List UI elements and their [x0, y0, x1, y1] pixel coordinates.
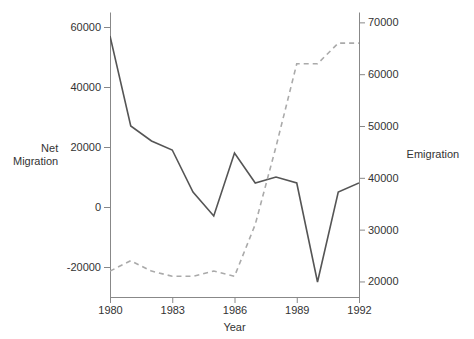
y2-axis-tick-mark — [359, 178, 365, 179]
x-axis-tick-mark — [110, 297, 111, 303]
y-axis-tick-mark — [104, 27, 110, 28]
x-axis-tick-mark — [297, 297, 298, 303]
y-axis-title-line: Migration — [13, 155, 58, 167]
plot: 1980 1983 1986 1989 1992 -20000 0 20000 40000 600… — [13, 13, 459, 334]
y2-axis-tick-mark — [359, 230, 365, 231]
y-axis-title-line: Net — [41, 142, 58, 154]
y2-axis-line — [359, 13, 360, 298]
x-axis-tick: 1992 — [347, 297, 371, 316]
y2-axis-tick-label: 60000 — [368, 68, 399, 80]
y-axis-tick: -20000 — [67, 261, 110, 273]
y-axis-tick-mark — [104, 147, 110, 148]
y2-axis-tick-label: 20000 — [368, 275, 399, 287]
x-axis-tick-mark — [359, 297, 360, 303]
y-axis-tick-label: 0 — [95, 201, 101, 213]
y2-axis-tick-mark — [359, 22, 365, 23]
y-axis-tick: 60000 — [70, 21, 110, 33]
y2-axis-tick: 60000 — [359, 68, 399, 80]
series-line — [110, 43, 359, 276]
y-axis: -20000 0 20000 40000 60000 — [67, 13, 111, 298]
y-axis-tick-mark — [104, 207, 110, 208]
y2-axis-tick: 40000 — [359, 172, 399, 184]
y-axis-title: NetMigration — [13, 142, 58, 167]
x-axis-tick-label: 1983 — [161, 304, 185, 316]
x-axis-tick-mark — [172, 297, 173, 303]
y2-axis-title: Emigration — [407, 148, 460, 160]
y-axis-line — [110, 13, 111, 298]
x-axis-tick-mark — [235, 297, 236, 303]
x-axis-tick-label: 1992 — [347, 304, 371, 316]
x-axis: 1980 1983 1986 1989 1992 — [98, 297, 371, 316]
y-axis-tick-mark — [104, 267, 110, 268]
y2-axis-tick-mark — [359, 126, 365, 127]
y-axis-tick-label: 20000 — [70, 141, 101, 153]
y2-axis-tick: 70000 — [359, 16, 399, 28]
x-axis-title: Year — [223, 321, 246, 333]
y2-axis-tick-mark — [359, 281, 365, 282]
y2-axis-tick: 50000 — [359, 120, 399, 132]
x-axis-tick: 1980 — [98, 297, 122, 316]
y2-axis-tick-mark — [359, 74, 365, 75]
y2-axis-tick-label: 40000 — [368, 172, 399, 184]
y-axis-tick-mark — [104, 87, 110, 88]
x-axis-tick: 1989 — [285, 297, 309, 316]
y2-axis: 20000 30000 40000 50000 60000 70000 — [359, 13, 399, 298]
chart: 1980 1983 1986 1989 1992 -20000 0 20000 40000 600… — [0, 0, 474, 339]
y2-axis-tick-label: 70000 — [368, 16, 399, 28]
y-axis-tick-label: 60000 — [70, 21, 101, 33]
y2-axis-tick: 20000 — [359, 275, 399, 287]
x-axis-tick-label: 1980 — [98, 304, 122, 316]
y2-axis-tick-label: 50000 — [368, 120, 399, 132]
x-axis-tick-label: 1989 — [285, 304, 309, 316]
x-axis-tick-label: 1986 — [223, 304, 247, 316]
y-axis-tick-label: -20000 — [67, 261, 101, 273]
series-line — [110, 36, 359, 282]
y2-axis-tick: 30000 — [359, 224, 399, 236]
y-axis-tick-label: 40000 — [70, 81, 101, 93]
y-axis-tick: 20000 — [70, 141, 110, 153]
lines — [110, 36, 359, 282]
y-axis-tick: 0 — [95, 201, 110, 213]
y2-axis-tick-label: 30000 — [368, 224, 399, 236]
x-axis-tick: 1983 — [161, 297, 185, 316]
x-axis-tick: 1986 — [223, 297, 247, 316]
y-axis-tick: 40000 — [70, 81, 110, 93]
